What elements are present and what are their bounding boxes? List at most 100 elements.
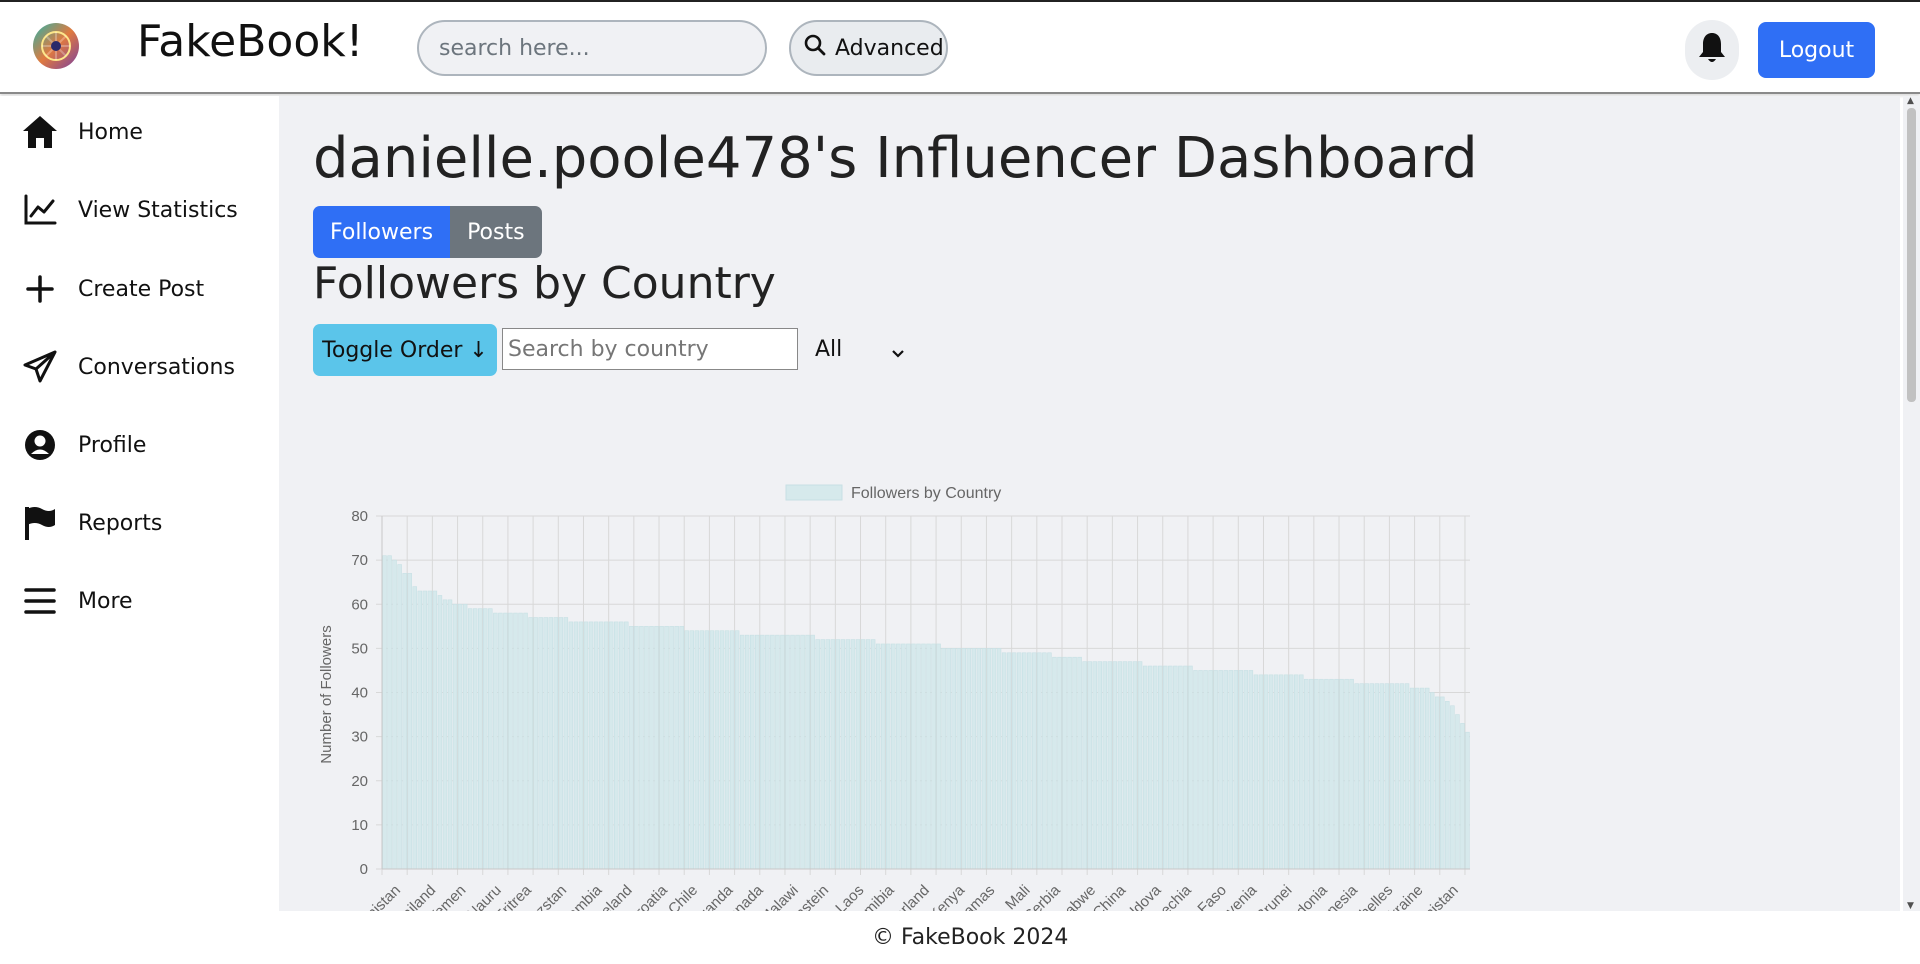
chart-bar [1178, 665, 1183, 870]
chart-bar [1082, 661, 1087, 870]
chart-bar [976, 648, 982, 870]
sidebar-item-label: Create Post [78, 276, 205, 302]
search-input[interactable] [417, 20, 767, 76]
chart-bar [679, 626, 684, 870]
chart-bar [830, 639, 836, 870]
sidebar-item-profile[interactable]: Profile [20, 423, 146, 467]
chart-bar [659, 626, 664, 870]
chart-bar [815, 639, 820, 870]
sidebar-item-conversations[interactable]: Conversations [20, 345, 235, 389]
chart-bar [1122, 661, 1128, 870]
chart-bar [1077, 656, 1082, 870]
chart-bar [1273, 674, 1279, 870]
country-search-input[interactable] [502, 328, 798, 370]
sidebar-item-more[interactable]: More [20, 579, 133, 623]
chart-bar [568, 621, 574, 870]
chart-bar [1022, 652, 1027, 870]
sidebar-item-label: Reports [78, 510, 163, 536]
chart-bar [1203, 670, 1208, 870]
sidebar-item-reports[interactable]: Reports [20, 501, 162, 545]
chart-bar [961, 648, 966, 870]
scroll-down-arrow-icon[interactable]: ▼ [1907, 901, 1914, 911]
chart-bar [1399, 683, 1405, 870]
chart-bar [392, 559, 397, 870]
y-tick-label: 10 [351, 817, 368, 834]
chart-bar [603, 621, 609, 870]
chart-bar [382, 555, 387, 870]
chart-bar [503, 612, 508, 870]
advanced-search-button[interactable]: Advanced [789, 20, 948, 76]
toggle-order-button[interactable]: Toggle Order ↓ [313, 324, 497, 376]
chart-bar [916, 643, 921, 870]
chart-bar [1349, 678, 1354, 870]
tab-followers[interactable]: Followers [313, 206, 451, 258]
menu-icon [20, 581, 60, 621]
sidebar-item-label: More [78, 588, 133, 614]
chart-bar [1465, 731, 1470, 870]
chart-bar [1424, 687, 1430, 870]
page-scrollbar[interactable]: ▲ ▼ [1903, 96, 1920, 911]
page-title: danielle.poole478's Influencer Dashboard [313, 126, 1478, 191]
chart-bar [583, 621, 589, 870]
chart-bar [750, 634, 755, 870]
chart-bar [407, 573, 412, 870]
chart-bar [739, 634, 745, 870]
x-tick-label: Chile [665, 882, 701, 911]
chart-bar [1440, 696, 1445, 870]
country-filter-select[interactable]: All [809, 328, 919, 370]
chart-bar [593, 621, 599, 870]
notifications-button[interactable] [1685, 20, 1739, 80]
chart-bar [1359, 683, 1364, 870]
chart-bar [402, 573, 407, 870]
sidebar-item-home[interactable]: Home [20, 110, 143, 154]
chart-bar [1158, 665, 1163, 870]
chart-bar [553, 617, 558, 870]
sidebar-item-label: Conversations [78, 354, 235, 380]
chart-bar [1183, 665, 1188, 870]
chart-bar [1016, 652, 1022, 870]
chart-bar [578, 621, 584, 870]
chart-bar [629, 626, 634, 870]
advanced-label: Advanced [835, 35, 944, 61]
chart-bar [805, 634, 810, 870]
tab-posts[interactable]: Posts [450, 206, 542, 258]
chart-bar [880, 643, 886, 870]
chart-bar [906, 643, 911, 870]
chart-bar [785, 634, 790, 870]
bell-icon [1697, 31, 1727, 69]
chart-bar [1263, 674, 1269, 870]
scroll-thumb[interactable] [1907, 108, 1916, 402]
chart-line-icon [20, 190, 60, 230]
chart-bar [483, 608, 488, 870]
scroll-up-arrow-icon[interactable]: ▲ [1907, 96, 1914, 106]
chart-bar [1057, 656, 1062, 870]
logout-button[interactable]: Logout [1758, 22, 1875, 78]
chart-bar [634, 626, 639, 870]
chart-bar [1304, 678, 1309, 870]
chart-bar [986, 648, 992, 870]
chart-bar [1107, 661, 1113, 870]
chart-bar [608, 621, 614, 870]
chart-bar [513, 612, 518, 870]
chart-bar [755, 634, 760, 870]
chart-bar [1435, 696, 1440, 870]
chart-bar [472, 608, 478, 870]
chart-bar [1288, 674, 1294, 870]
user-circle-icon [20, 425, 60, 465]
chart-bar [835, 639, 841, 870]
chart-bar [619, 621, 624, 870]
brand-name[interactable]: FakeBook! [137, 16, 364, 67]
chart-bar [775, 634, 780, 870]
chart-bar [1314, 678, 1319, 870]
y-tick-label: 40 [351, 685, 368, 702]
brand-logo[interactable] [32, 22, 80, 70]
sidebar-item-view-statistics[interactable]: View Statistics [20, 188, 238, 232]
chart-bar [1258, 674, 1264, 870]
chart-bar [1142, 665, 1148, 870]
chart-bar [694, 630, 700, 870]
chart-bar [1011, 652, 1017, 870]
chart-bar [1047, 652, 1052, 870]
sidebar-item-create-post[interactable]: Create Post [20, 267, 204, 311]
chart-bar [548, 617, 553, 870]
chart-bar [1001, 652, 1007, 870]
